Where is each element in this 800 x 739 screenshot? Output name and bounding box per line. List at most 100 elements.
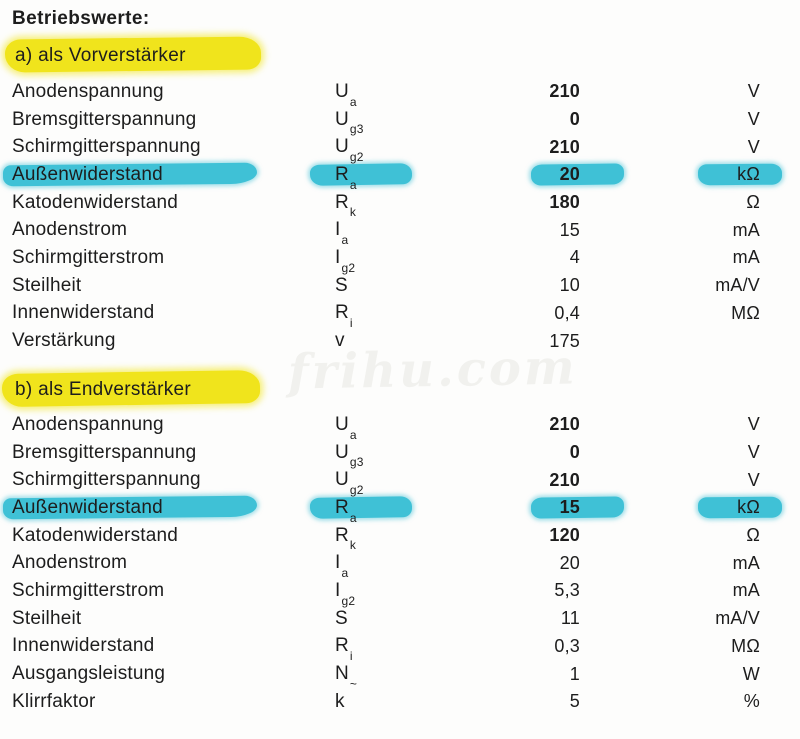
param-value: 0: [569, 442, 580, 463]
param-unit: mA: [732, 247, 760, 268]
symbol-subscript: k: [349, 205, 357, 220]
param-symbol: Ug2: [335, 469, 364, 498]
table-row: Schirmgitterspannung Ug2 210 V: [12, 466, 760, 498]
param-label: Bremsgitterspannung: [12, 441, 197, 463]
param-label: Innenwiderstand: [12, 635, 155, 657]
param-label: Verstärkung: [12, 330, 116, 352]
param-label: Klirrfaktor: [12, 690, 96, 712]
param-symbol: Ug3: [335, 441, 364, 470]
param-value: 210: [549, 414, 580, 435]
param-value: 120: [549, 525, 580, 546]
param-symbol: S: [335, 607, 348, 629]
section-a-heading: a) als Vorverstärker: [15, 45, 186, 66]
table-row: Katodenwiderstand Rk 180 Ω: [12, 189, 760, 220]
param-value: 210: [549, 81, 580, 102]
table-row: Bremsgitterspannung Ug3 0 V: [12, 106, 760, 137]
param-symbol: Ri: [335, 635, 353, 664]
param-unit: W: [742, 663, 760, 684]
param-value: 5,3: [554, 580, 580, 601]
param-symbol: Ra: [335, 496, 357, 525]
table-row: Ausgangsleistung N~ 1 W: [12, 660, 760, 691]
param-value: 0,3: [554, 635, 580, 656]
param-unit: V: [747, 469, 760, 490]
table-row: Schirmgitterstrom Ig2 5,3 mA: [12, 577, 760, 608]
param-unit: MΩ: [731, 302, 760, 323]
param-label: Schirmgitterspannung: [12, 469, 201, 491]
param-unit: V: [747, 81, 760, 102]
table-row: Schirmgitterstrom Ig2 4 mA: [12, 244, 760, 275]
param-symbol: Ia: [335, 552, 349, 581]
param-unit: mA: [732, 580, 760, 601]
param-symbol: Ug2: [335, 136, 364, 165]
section-a-table: Anodenspannung Ua 210 V Bremsgitterspannung U…: [2, 78, 783, 355]
param-symbol: Ug3: [335, 108, 364, 137]
param-symbol: Ig2: [335, 246, 356, 275]
param-unit: Ω: [746, 192, 760, 213]
param-value: 1: [569, 663, 580, 684]
param-value: 175: [549, 330, 580, 351]
param-label: Außenwiderstand: [12, 496, 163, 518]
symbol-subscript: a: [349, 510, 357, 525]
param-unit: kΩ: [737, 497, 760, 518]
param-value: 0,4: [554, 302, 580, 323]
param-label: Ausgangsleistung: [12, 663, 166, 685]
param-symbol: Ri: [335, 302, 353, 331]
symbol-subscript: ~: [349, 676, 358, 691]
param-value: 10: [559, 275, 580, 296]
param-label: Außenwiderstand: [12, 163, 163, 185]
param-label: Innenwiderstand: [12, 302, 155, 324]
param-label: Schirmgitterspannung: [12, 136, 201, 158]
param-value: 20: [559, 552, 580, 573]
param-label: Anodenstrom: [12, 219, 128, 241]
param-label: Katodenwiderstand: [12, 191, 179, 213]
param-unit: V: [747, 109, 760, 130]
symbol-subscript: a: [341, 566, 349, 581]
param-unit: mA: [732, 552, 760, 573]
param-label: Katodenwiderstand: [12, 524, 179, 546]
table-row: Verstärkung v 175: [12, 327, 760, 355]
param-value: 5: [569, 691, 580, 712]
param-symbol: Ia: [335, 219, 349, 248]
param-label: Steilheit: [12, 607, 82, 629]
param-unit: %: [743, 691, 760, 712]
table-row: Katodenwiderstand Rk 120 Ω: [12, 522, 760, 553]
symbol-subscript: a: [349, 177, 357, 192]
param-unit: MΩ: [731, 635, 760, 656]
param-symbol: k: [335, 690, 345, 712]
symbol-subscript: k: [349, 538, 357, 553]
param-symbol: N~: [335, 663, 358, 691]
param-value: 11: [560, 608, 580, 629]
symbol-subscript: g2: [341, 593, 356, 608]
table-row: Anodenstrom Ia 15 mA: [12, 216, 760, 248]
page-title: Betriebswerte:: [12, 8, 150, 29]
symbol-subscript: i: [349, 316, 353, 331]
symbol-subscript: a: [349, 94, 357, 109]
table-row: Außenwiderstand Ra 15 kΩ: [2, 494, 783, 525]
symbol-subscript: g2: [341, 260, 356, 275]
param-symbol: Ua: [335, 80, 357, 109]
param-unit: kΩ: [737, 164, 760, 185]
param-symbol: v: [335, 330, 345, 352]
table-row: Innenwiderstand Ri 0,4 MΩ: [12, 300, 760, 331]
param-unit: V: [747, 136, 760, 157]
table-row: Außenwiderstand Ra 20 kΩ: [2, 161, 783, 192]
param-label: Anodenspannung: [12, 413, 164, 435]
symbol-subscript: i: [349, 649, 353, 664]
section-b-heading: b) als Endverstärker: [15, 379, 192, 400]
param-value: 15: [559, 219, 580, 240]
param-symbol: Ua: [335, 413, 357, 442]
table-row: Bremsgitterspannung Ug3 0 V: [12, 439, 760, 470]
param-value: 210: [549, 469, 580, 490]
param-symbol: Rk: [335, 191, 357, 220]
table-row: Anodenstrom Ia 20 mA: [12, 549, 760, 581]
table-row: Steilheit S 10 mA/V: [12, 272, 760, 300]
param-symbol: Rk: [335, 524, 357, 553]
param-value: 0: [569, 109, 580, 130]
symbol-subscript: g2: [349, 483, 364, 498]
param-label: Steilheit: [12, 274, 82, 296]
param-label: Anodenspannung: [12, 80, 164, 102]
table-row: Klirrfaktor k 5%: [12, 688, 760, 716]
param-value: 20: [559, 164, 580, 185]
table-row: Anodenspannung Ua 210 V: [12, 78, 760, 109]
